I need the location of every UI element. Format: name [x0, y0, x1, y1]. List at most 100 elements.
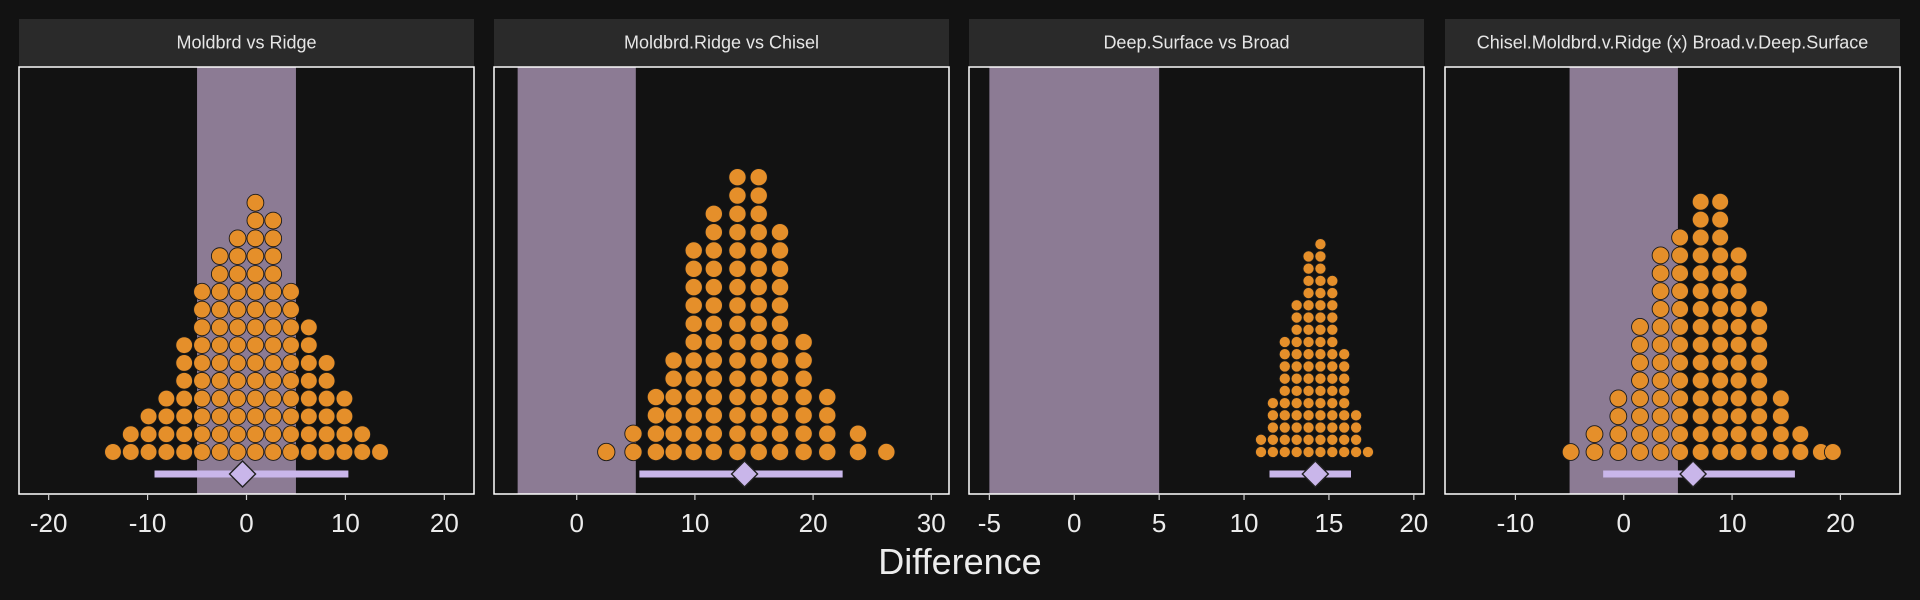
dot — [794, 351, 813, 370]
dot — [1671, 300, 1689, 318]
dot — [749, 406, 768, 425]
dot — [1314, 238, 1327, 251]
dot — [684, 424, 703, 443]
dot — [624, 424, 643, 443]
dot — [1711, 407, 1730, 426]
dot — [728, 442, 747, 462]
dot — [1314, 274, 1327, 287]
dot — [335, 425, 354, 444]
dot — [646, 424, 666, 443]
dot — [1729, 317, 1748, 336]
dot — [848, 442, 868, 462]
point-estimate — [1679, 460, 1708, 488]
plot-area — [517, 67, 896, 494]
dot — [624, 442, 643, 462]
dot — [1691, 282, 1710, 301]
dot — [1750, 335, 1769, 354]
dot — [1314, 384, 1327, 397]
dot — [1326, 274, 1339, 287]
dot — [1631, 425, 1649, 444]
dot — [646, 406, 666, 425]
dot — [818, 406, 837, 425]
dot — [664, 387, 683, 407]
dot — [684, 369, 703, 388]
dot — [1691, 425, 1710, 444]
dot — [597, 442, 616, 462]
dot — [728, 387, 747, 407]
dot — [299, 318, 318, 337]
dot — [684, 387, 703, 407]
panel-strip — [969, 19, 1424, 66]
dot — [749, 204, 768, 223]
dot — [264, 407, 283, 426]
dot — [704, 204, 723, 223]
dot — [684, 259, 703, 278]
dot — [1290, 299, 1303, 312]
dot — [299, 443, 318, 461]
dot — [749, 351, 768, 370]
dot — [228, 371, 247, 390]
dot — [1750, 317, 1769, 336]
point-estimate — [730, 460, 759, 488]
dot — [728, 223, 747, 242]
dot — [749, 424, 768, 443]
dot — [1350, 445, 1363, 459]
dot — [1326, 348, 1339, 361]
dot — [749, 369, 768, 388]
dot — [264, 229, 283, 248]
dot — [728, 314, 747, 333]
dot — [139, 407, 158, 426]
dot — [1671, 317, 1689, 336]
dot — [1302, 323, 1315, 336]
panel-4: Chisel.Moldbrd.v.Ridge (x) Broad.v.Deep.… — [1444, 19, 1901, 538]
dot — [228, 443, 247, 461]
dot — [1729, 353, 1748, 372]
dot — [299, 354, 318, 372]
dot — [1711, 353, 1730, 372]
dot — [770, 442, 790, 462]
dot — [1691, 389, 1710, 408]
dot — [299, 407, 318, 426]
dot — [210, 282, 229, 301]
dot — [1302, 311, 1315, 324]
dot — [1671, 246, 1689, 265]
x-tick-label: 10 — [331, 508, 360, 538]
dot — [794, 406, 813, 425]
dot — [1290, 372, 1303, 385]
dot — [264, 371, 283, 390]
dot — [210, 407, 229, 426]
x-tick-label: 0 — [239, 508, 253, 538]
dot — [1314, 433, 1327, 446]
dot — [664, 406, 683, 425]
dot — [264, 282, 283, 301]
dot — [728, 351, 747, 370]
dot — [282, 425, 300, 444]
dot — [1266, 409, 1279, 422]
dot — [353, 425, 372, 444]
dot — [1651, 300, 1670, 318]
panel-title: Moldbrd.Ridge vs Chisel — [624, 33, 819, 53]
dot — [770, 424, 790, 443]
dot — [704, 296, 723, 315]
dot — [121, 425, 140, 444]
dot — [1302, 421, 1315, 434]
dot — [228, 354, 247, 372]
dot — [335, 389, 354, 408]
dot — [1302, 348, 1315, 361]
dot — [1338, 372, 1351, 385]
dot — [1302, 360, 1315, 373]
dot — [1729, 371, 1748, 390]
dot — [1326, 360, 1339, 373]
dot — [104, 443, 122, 461]
dot — [1651, 425, 1670, 444]
dot — [1326, 397, 1339, 410]
dot — [282, 443, 300, 461]
dot — [299, 371, 318, 390]
dot — [646, 442, 666, 462]
dot — [1711, 264, 1730, 283]
dot — [1729, 246, 1748, 265]
x-tick-label: -20 — [30, 508, 68, 538]
dot — [770, 406, 790, 425]
dot — [1585, 443, 1604, 461]
